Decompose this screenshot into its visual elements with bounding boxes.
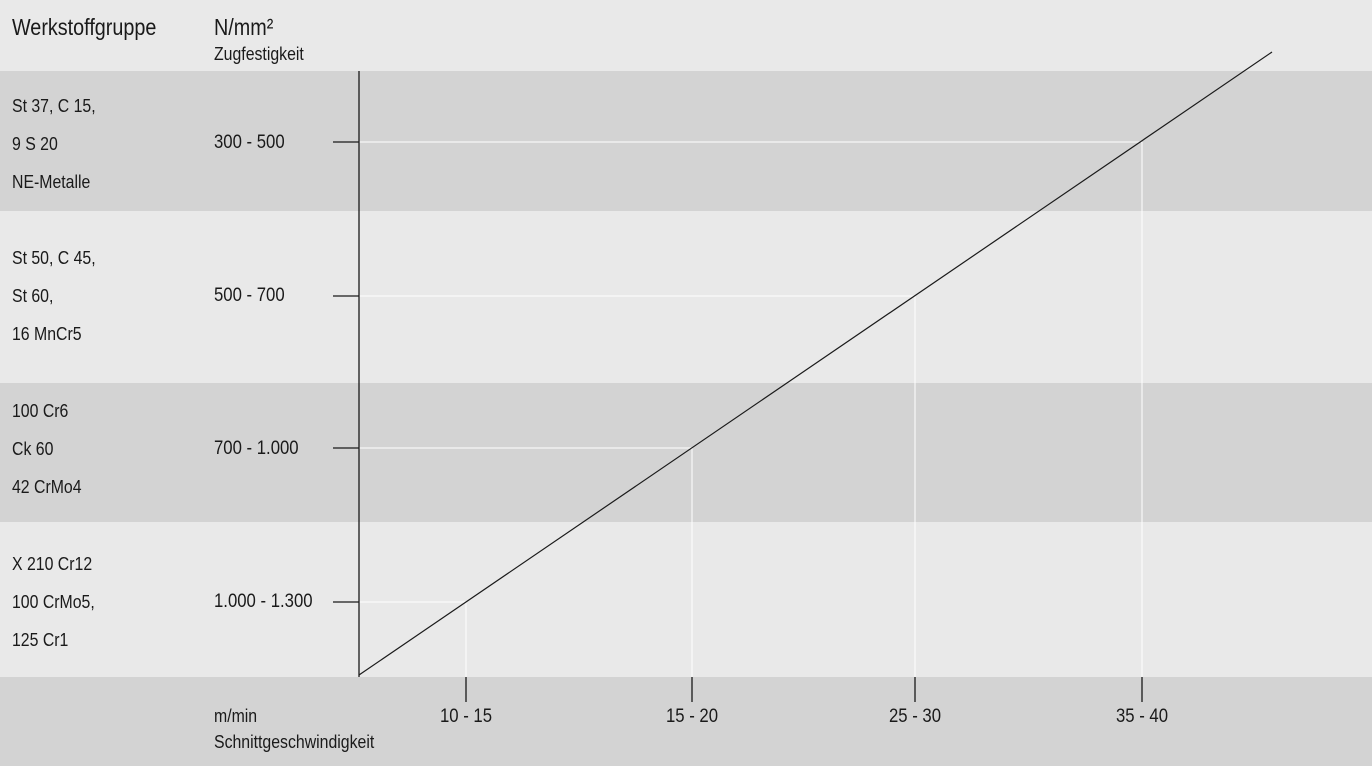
material-label: St 37, C 15,	[12, 96, 96, 116]
header-band	[0, 0, 1372, 71]
material-label: X 210 Cr12	[12, 554, 93, 574]
x-tick-label: 15 - 20	[665, 706, 719, 727]
material-column-header: Werkstoffgruppe	[12, 14, 157, 40]
trend-line	[358, 51, 1273, 676]
material-label: 16 MnCr5	[12, 324, 82, 344]
x-axis-label: Schnittgeschwindigkeit	[214, 732, 375, 752]
y-tick-label: 700 - 1.000	[214, 438, 299, 459]
material-label: 100 Cr6	[12, 401, 69, 421]
row-band-1	[0, 71, 1372, 211]
y-tick-label: 500 - 700	[214, 285, 285, 306]
material-label: 42 CrMo4	[12, 477, 82, 497]
x-tick-label: 35 - 40	[1115, 706, 1169, 727]
y-unit-label: N/mm²	[214, 14, 274, 40]
row-band-4	[0, 522, 1372, 677]
y-axis-label: Zugfestigkeit	[214, 44, 304, 64]
row-band-2	[0, 211, 1372, 383]
footer-band	[0, 677, 1372, 766]
y-tick-label: 300 - 500	[214, 132, 285, 153]
x-tick-label: 10 - 15	[439, 706, 493, 727]
material-label: 100 CrMo5,	[12, 592, 95, 612]
material-label: 9 S 20	[12, 134, 58, 154]
material-label: St 50, C 45,	[12, 248, 96, 268]
material-label: Ck 60	[12, 439, 54, 459]
y-tick-label: 1.000 - 1.300	[214, 591, 313, 612]
material-label: NE-Metalle	[12, 172, 91, 192]
material-label: 125 Cr1	[12, 630, 69, 650]
x-unit-label: m/min	[214, 706, 258, 726]
material-label: St 60,	[12, 286, 54, 306]
x-tick-label: 25 - 30	[888, 706, 942, 727]
